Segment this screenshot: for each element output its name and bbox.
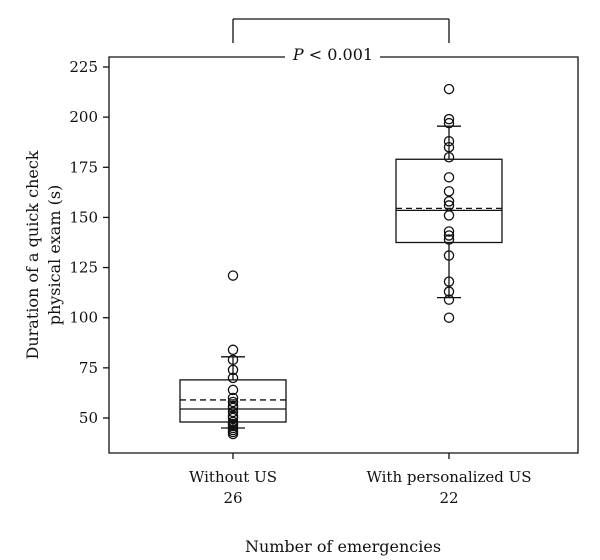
data-point: [443, 312, 455, 323]
p-value-text: < 0.001: [304, 45, 373, 64]
data-point: [227, 344, 239, 356]
data-point: [227, 428, 239, 440]
data-point: [443, 230, 455, 241]
data-point: [443, 234, 455, 245]
data-point: [443, 83, 455, 95]
data-point: [443, 141, 455, 153]
data-point: [227, 354, 239, 366]
y-tick-label: 150: [69, 208, 98, 226]
y-tick-label: 100: [69, 309, 98, 327]
data-point: [227, 412, 239, 424]
data-point: [227, 396, 239, 408]
y-tick-label: 75: [79, 359, 98, 377]
y-tick-label: 225: [69, 58, 98, 76]
data-point: [227, 372, 239, 384]
data-point: [443, 117, 455, 129]
x-axis: Without US 26 With personalized US 22: [189, 453, 532, 507]
p-value-label: P < 0.001: [292, 45, 373, 64]
x-tick-label: Without US: [189, 468, 277, 486]
data-point: [227, 402, 239, 414]
y-axis-title-line2: physical exam (s): [45, 185, 64, 326]
box-group: [395, 83, 503, 323]
y-axis: 50 75 100 125 150 175 200 225: [69, 58, 109, 427]
data-point: [227, 392, 239, 404]
group-count-label: 26: [223, 489, 242, 507]
data-point: [443, 152, 455, 163]
data-point: [443, 250, 455, 261]
data-point: [443, 113, 455, 125]
x-tick-label: With personalized US: [366, 468, 531, 486]
y-tick-label: 200: [69, 108, 98, 126]
data-point: [443, 196, 455, 207]
x-axis-title: Number of emergencies: [245, 537, 441, 556]
data-point: [443, 294, 455, 305]
data-point: [443, 186, 455, 197]
group-count-label: 22: [439, 489, 458, 507]
data-point: [443, 276, 455, 287]
box-groups: [179, 83, 503, 440]
data-point: [443, 226, 455, 237]
y-tick-label: 125: [69, 259, 98, 277]
y-tick-label: 175: [69, 158, 98, 176]
data-point: [443, 135, 455, 147]
data-point: [443, 172, 455, 183]
plot-frame: [108, 56, 579, 454]
data-point: [227, 364, 239, 376]
data-point: [227, 406, 239, 418]
data-point: [227, 270, 239, 281]
y-axis-title-line1: Duration of a quick check: [23, 150, 42, 359]
p-symbol: P: [292, 45, 304, 64]
box-group: [179, 270, 287, 440]
data-point: [443, 286, 455, 297]
plot-frame-group: [108, 56, 579, 454]
data-point: [227, 384, 239, 396]
y-tick-label: 50: [79, 409, 98, 427]
significance-bracket: [232, 18, 450, 43]
